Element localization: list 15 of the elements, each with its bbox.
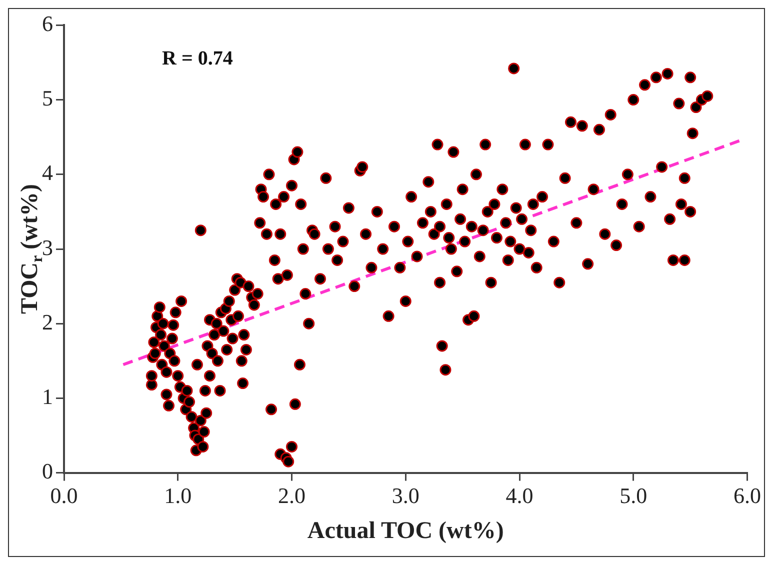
y-tick-label: 6	[42, 10, 53, 36]
y-tick-label: 5	[42, 86, 53, 111]
x-tick-label: 0.0	[50, 482, 78, 508]
x-tick-label: 1.0	[164, 482, 192, 508]
x-tick-label: 5.0	[620, 482, 648, 508]
x-axis-title: Actual TOC (wt%)	[307, 518, 504, 544]
annotation: R = 0.74	[162, 47, 233, 70]
y-tick-label: 1	[42, 384, 53, 409]
y-tick-label: 2	[42, 309, 53, 334]
x-tick-label: 4.0	[506, 482, 534, 508]
y-tick-label: 0	[42, 458, 53, 484]
y-tick-label: 4	[42, 160, 53, 186]
x-tick-label: 6.0	[734, 482, 761, 508]
x-tick-label: 3.0	[392, 482, 420, 508]
x-tick-label: 2.0	[278, 482, 306, 508]
